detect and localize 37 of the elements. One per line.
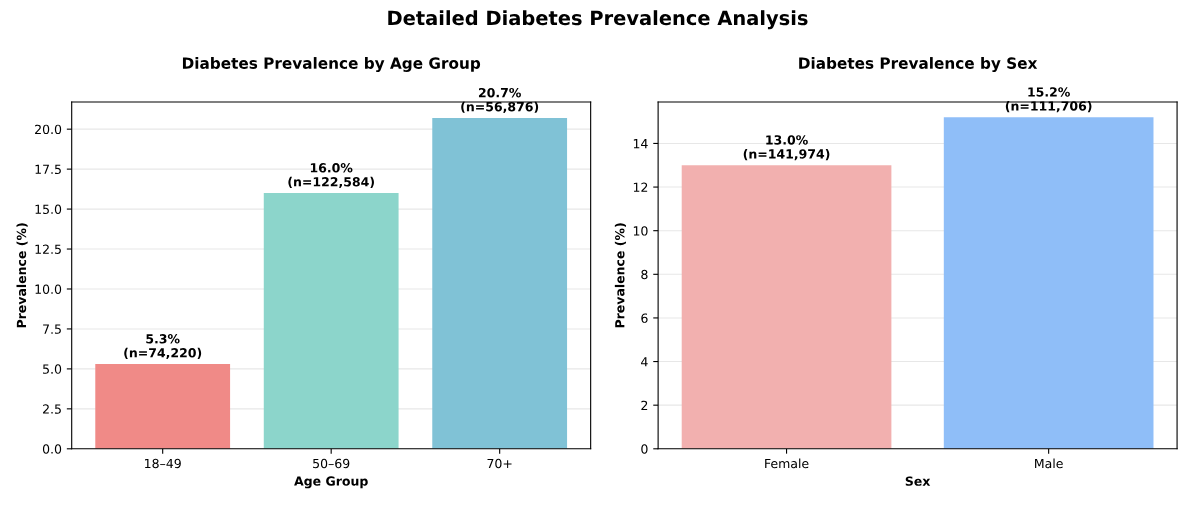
x-tick-label: 50–69 xyxy=(313,458,350,469)
y-tick-label: 10 xyxy=(633,226,648,236)
bar xyxy=(432,117,568,449)
y-tick-label: 4 xyxy=(641,357,648,367)
x-tick-label: Female xyxy=(765,458,809,469)
y-tick-label: 0 xyxy=(641,444,648,454)
y-tick-label: 17.5 xyxy=(35,164,61,175)
bar xyxy=(95,364,231,449)
y-tick-label: 15.0 xyxy=(35,204,62,214)
y-tick-label: 7.5 xyxy=(43,324,61,334)
y-tick-label: 0.0 xyxy=(42,444,62,454)
x-tick-label: 18–49 xyxy=(145,458,181,469)
y-axis-title: Prevalence (%) xyxy=(16,223,28,328)
y-tick-label: 2 xyxy=(641,400,648,410)
y-tick-label: 6 xyxy=(641,313,648,323)
y-axis-title: Prevalence (%) xyxy=(614,223,626,328)
x-axis-title: Age Group xyxy=(294,476,368,489)
y-tick-label: 14 xyxy=(633,139,648,149)
x-axis-title: Sex xyxy=(905,476,931,486)
y-tick-label: 20.0 xyxy=(35,124,62,135)
data-label: 5.3% (n=74,220) xyxy=(124,334,202,360)
y-tick-label: 8 xyxy=(641,269,648,280)
data-label: 15.2% (n=111,706) xyxy=(1005,87,1092,113)
y-tick-label: 5.0 xyxy=(43,364,62,374)
chart-title: Diabetes Prevalence by Sex xyxy=(799,57,1038,72)
chart-title: Diabetes Prevalence by Age Group xyxy=(182,57,481,72)
x-tick-label: Male xyxy=(1035,458,1063,469)
data-label: 20.7% (n=56,876) xyxy=(461,87,539,113)
y-tick-label: 12.5 xyxy=(35,244,61,254)
x-tick-label: 70+ xyxy=(487,458,512,469)
y-tick-label: 2.5 xyxy=(43,404,61,414)
bar xyxy=(263,193,399,449)
data-label: 16.0% (n=122,584) xyxy=(288,163,374,189)
y-tick-label: 10.0 xyxy=(35,284,62,294)
y-tick-label: 12 xyxy=(633,182,648,192)
data-label: 13.0% (n=141,974) xyxy=(743,135,830,161)
text: Detailed Diabetes Prevalence Analysis xyxy=(388,10,808,30)
